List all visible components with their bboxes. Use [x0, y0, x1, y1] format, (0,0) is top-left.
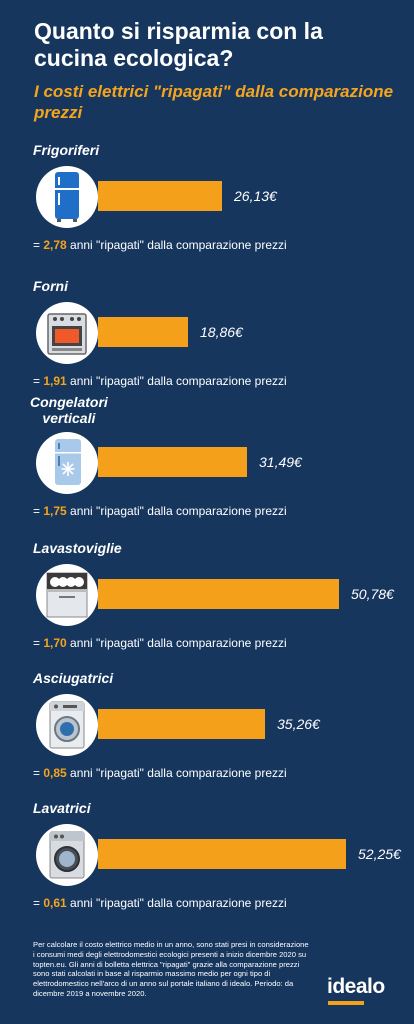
years-note: = 1,91 anni "ripagati" dalla comparazion…	[33, 374, 287, 388]
category-label: Lavatrici	[33, 800, 91, 816]
years-value: 1,75	[43, 504, 67, 518]
bar	[98, 579, 339, 609]
data-label: 18,86€	[200, 324, 243, 340]
years-note: = 2,78 anni "ripagati" dalla comparazion…	[33, 238, 287, 252]
oven-icon	[36, 302, 98, 364]
category-label: Lavastoviglie	[33, 540, 122, 556]
bar	[98, 181, 222, 211]
years-note: = 0,85 anni "ripagati" dalla comparazion…	[33, 766, 287, 780]
years-value: 0,61	[43, 896, 67, 910]
fridge-icon	[36, 166, 98, 228]
washing-machine-icon	[36, 824, 98, 886]
years-suffix: anni "ripagati" dalla comparazione prezz…	[66, 504, 287, 518]
years-suffix: anni "ripagati" dalla comparazione prezz…	[66, 636, 287, 650]
years-note: = 1,70 anni "ripagati" dalla comparazion…	[33, 636, 287, 650]
bar	[98, 839, 346, 869]
years-suffix: anni "ripagati" dalla comparazione prezz…	[66, 766, 287, 780]
years-note: = 0,61 anni "ripagati" dalla comparazion…	[33, 896, 287, 910]
category-label: Forni	[33, 278, 68, 294]
years-prefix: =	[33, 238, 44, 252]
bar	[98, 447, 247, 477]
data-label: 52,25€	[358, 846, 401, 862]
years-value: 0,85	[43, 766, 67, 780]
years-suffix: anni "ripagati" dalla comparazione prezz…	[66, 238, 287, 252]
years-prefix: =	[33, 504, 44, 518]
bar	[98, 317, 188, 347]
data-label: 50,78€	[351, 586, 394, 602]
years-prefix: =	[33, 636, 44, 650]
footnote: Per calcolare il costo elettrico medio i…	[33, 940, 309, 998]
category-label: Frigoriferi	[33, 142, 100, 158]
years-value: 2,78	[43, 238, 67, 252]
category-label: Asciugatrici	[33, 670, 114, 686]
freezer-icon	[36, 432, 98, 494]
page-subtitle: I costi elettrici "ripagati" dalla compa…	[34, 82, 394, 122]
data-label: 35,26€	[277, 716, 320, 732]
logo-underline	[328, 1001, 364, 1005]
years-prefix: =	[33, 766, 44, 780]
category-label: Congelatori verticali	[30, 394, 108, 426]
dishwasher-icon	[36, 564, 98, 626]
years-suffix: anni "ripagati" dalla comparazione prezz…	[66, 374, 287, 388]
years-suffix: anni "ripagati" dalla comparazione prezz…	[66, 896, 287, 910]
years-value: 1,70	[43, 636, 67, 650]
data-label: 31,49€	[259, 454, 302, 470]
data-label: 26,13€	[234, 188, 277, 204]
years-note: = 1,75 anni "ripagati" dalla comparazion…	[33, 504, 287, 518]
years-value: 1,91	[43, 374, 67, 388]
bar	[98, 709, 265, 739]
dryer-icon	[36, 694, 98, 756]
page-title: Quanto si risparmia con la cucina ecolog…	[34, 18, 323, 71]
years-prefix: =	[33, 374, 44, 388]
years-prefix: =	[33, 896, 44, 910]
idealo-logo: idealo	[327, 975, 385, 998]
